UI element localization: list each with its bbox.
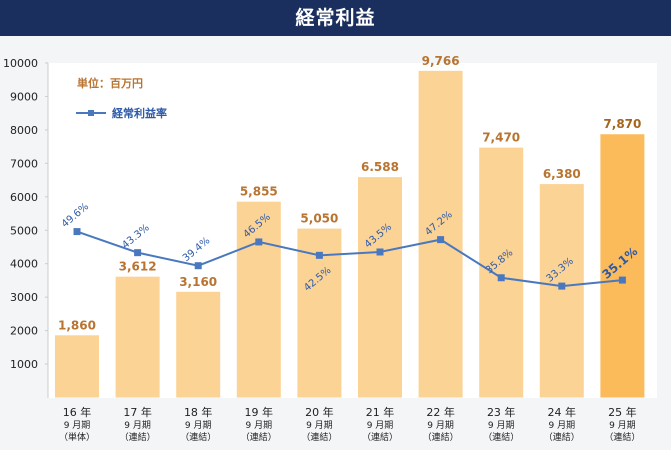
bar <box>115 276 160 398</box>
unit-label: 単位：百万円 <box>77 76 143 90</box>
x-tick-label: （連結） <box>544 431 580 443</box>
y-tick-label: 6000 <box>10 191 38 204</box>
x-tick-label: 25 年 <box>608 405 637 419</box>
bar-value-label: 1,860 <box>58 318 96 332</box>
rate-marker <box>558 282 566 290</box>
x-tick-label: 9 月期 <box>609 420 636 431</box>
y-tick-label: 1000 <box>10 358 38 371</box>
x-tick-label: （連結） <box>362 431 398 443</box>
x-tick-label: 9 月期 <box>488 420 515 431</box>
bar <box>236 201 281 398</box>
bar-value-label: 9,766 <box>422 54 460 68</box>
x-tick-label: （連結） <box>483 431 519 443</box>
x-tick-label: 17 年 <box>123 405 152 419</box>
x-tick-label: （連結） <box>301 431 337 443</box>
bar-value-label: 5,050 <box>300 212 338 226</box>
x-tick-label: 21 年 <box>366 405 395 419</box>
y-tick-label: 4000 <box>10 258 38 271</box>
bar-value-label: 7,870 <box>603 117 641 131</box>
bar-value-label: 7,470 <box>482 131 520 145</box>
x-tick-label: 9 月期 <box>367 420 394 431</box>
y-tick-label: 8000 <box>10 124 38 137</box>
bar-value-label: 6,380 <box>543 167 581 181</box>
bar-value-label: 5,855 <box>240 185 278 199</box>
rate-marker <box>73 228 81 236</box>
x-tick-label: 23 年 <box>487 405 516 419</box>
bar <box>539 184 584 398</box>
rate-marker <box>497 274 505 282</box>
bar-value-label: 3,160 <box>179 275 217 289</box>
x-tick-label: 9 月期 <box>185 420 212 431</box>
x-tick-label: 20 年 <box>305 405 334 419</box>
rate-marker <box>134 249 142 257</box>
x-tick-label: 9 月期 <box>549 420 576 431</box>
x-tick-label: 22 年 <box>426 405 455 419</box>
bar <box>176 291 221 398</box>
y-tick-label: 2000 <box>10 325 38 338</box>
x-tick-label: （連結） <box>604 431 640 443</box>
legend-label: 経常利益率 <box>112 106 167 120</box>
rate-marker <box>315 251 323 259</box>
x-tick-label: 18 年 <box>184 405 213 419</box>
x-tick-label: （連結） <box>423 431 459 443</box>
x-tick-label: （連結） <box>120 431 156 443</box>
x-tick-label: 16 年 <box>63 405 92 419</box>
x-tick-label: 9 月期 <box>306 420 333 431</box>
bar <box>479 147 524 398</box>
bar <box>600 134 645 398</box>
x-tick-label: （連結） <box>241 431 277 443</box>
legend-marker <box>88 110 94 116</box>
bar <box>55 335 99 398</box>
bar <box>358 177 402 398</box>
chart-title: 経常利益 <box>0 0 671 36</box>
y-tick-label: 7000 <box>10 157 38 170</box>
y-tick-label: 3000 <box>10 291 38 304</box>
rate-marker <box>437 236 445 244</box>
x-tick-label: （連結） <box>180 431 216 443</box>
x-tick-label: 24 年 <box>548 405 577 419</box>
y-tick-label: 10000 <box>3 57 38 70</box>
x-tick-label: 9 月期 <box>124 420 151 431</box>
x-tick-label: 9 月期 <box>427 420 454 431</box>
rate-line <box>76 230 623 288</box>
bar <box>418 70 463 398</box>
rate-marker <box>618 276 626 284</box>
rate-marker <box>255 238 263 246</box>
x-tick-label: 9 月期 <box>64 420 91 431</box>
rate-marker <box>376 248 384 256</box>
x-tick-label: （単体） <box>59 431 95 443</box>
y-tick-label: 9000 <box>10 90 38 103</box>
rate-marker <box>194 262 202 270</box>
x-tick-label: 19 年 <box>245 405 274 419</box>
bar-value-label: 3,612 <box>119 260 157 274</box>
x-tick-label: 9 月期 <box>246 420 273 431</box>
y-tick-label: 5000 <box>10 224 38 237</box>
bar-value-label: 6.588 <box>361 160 399 174</box>
